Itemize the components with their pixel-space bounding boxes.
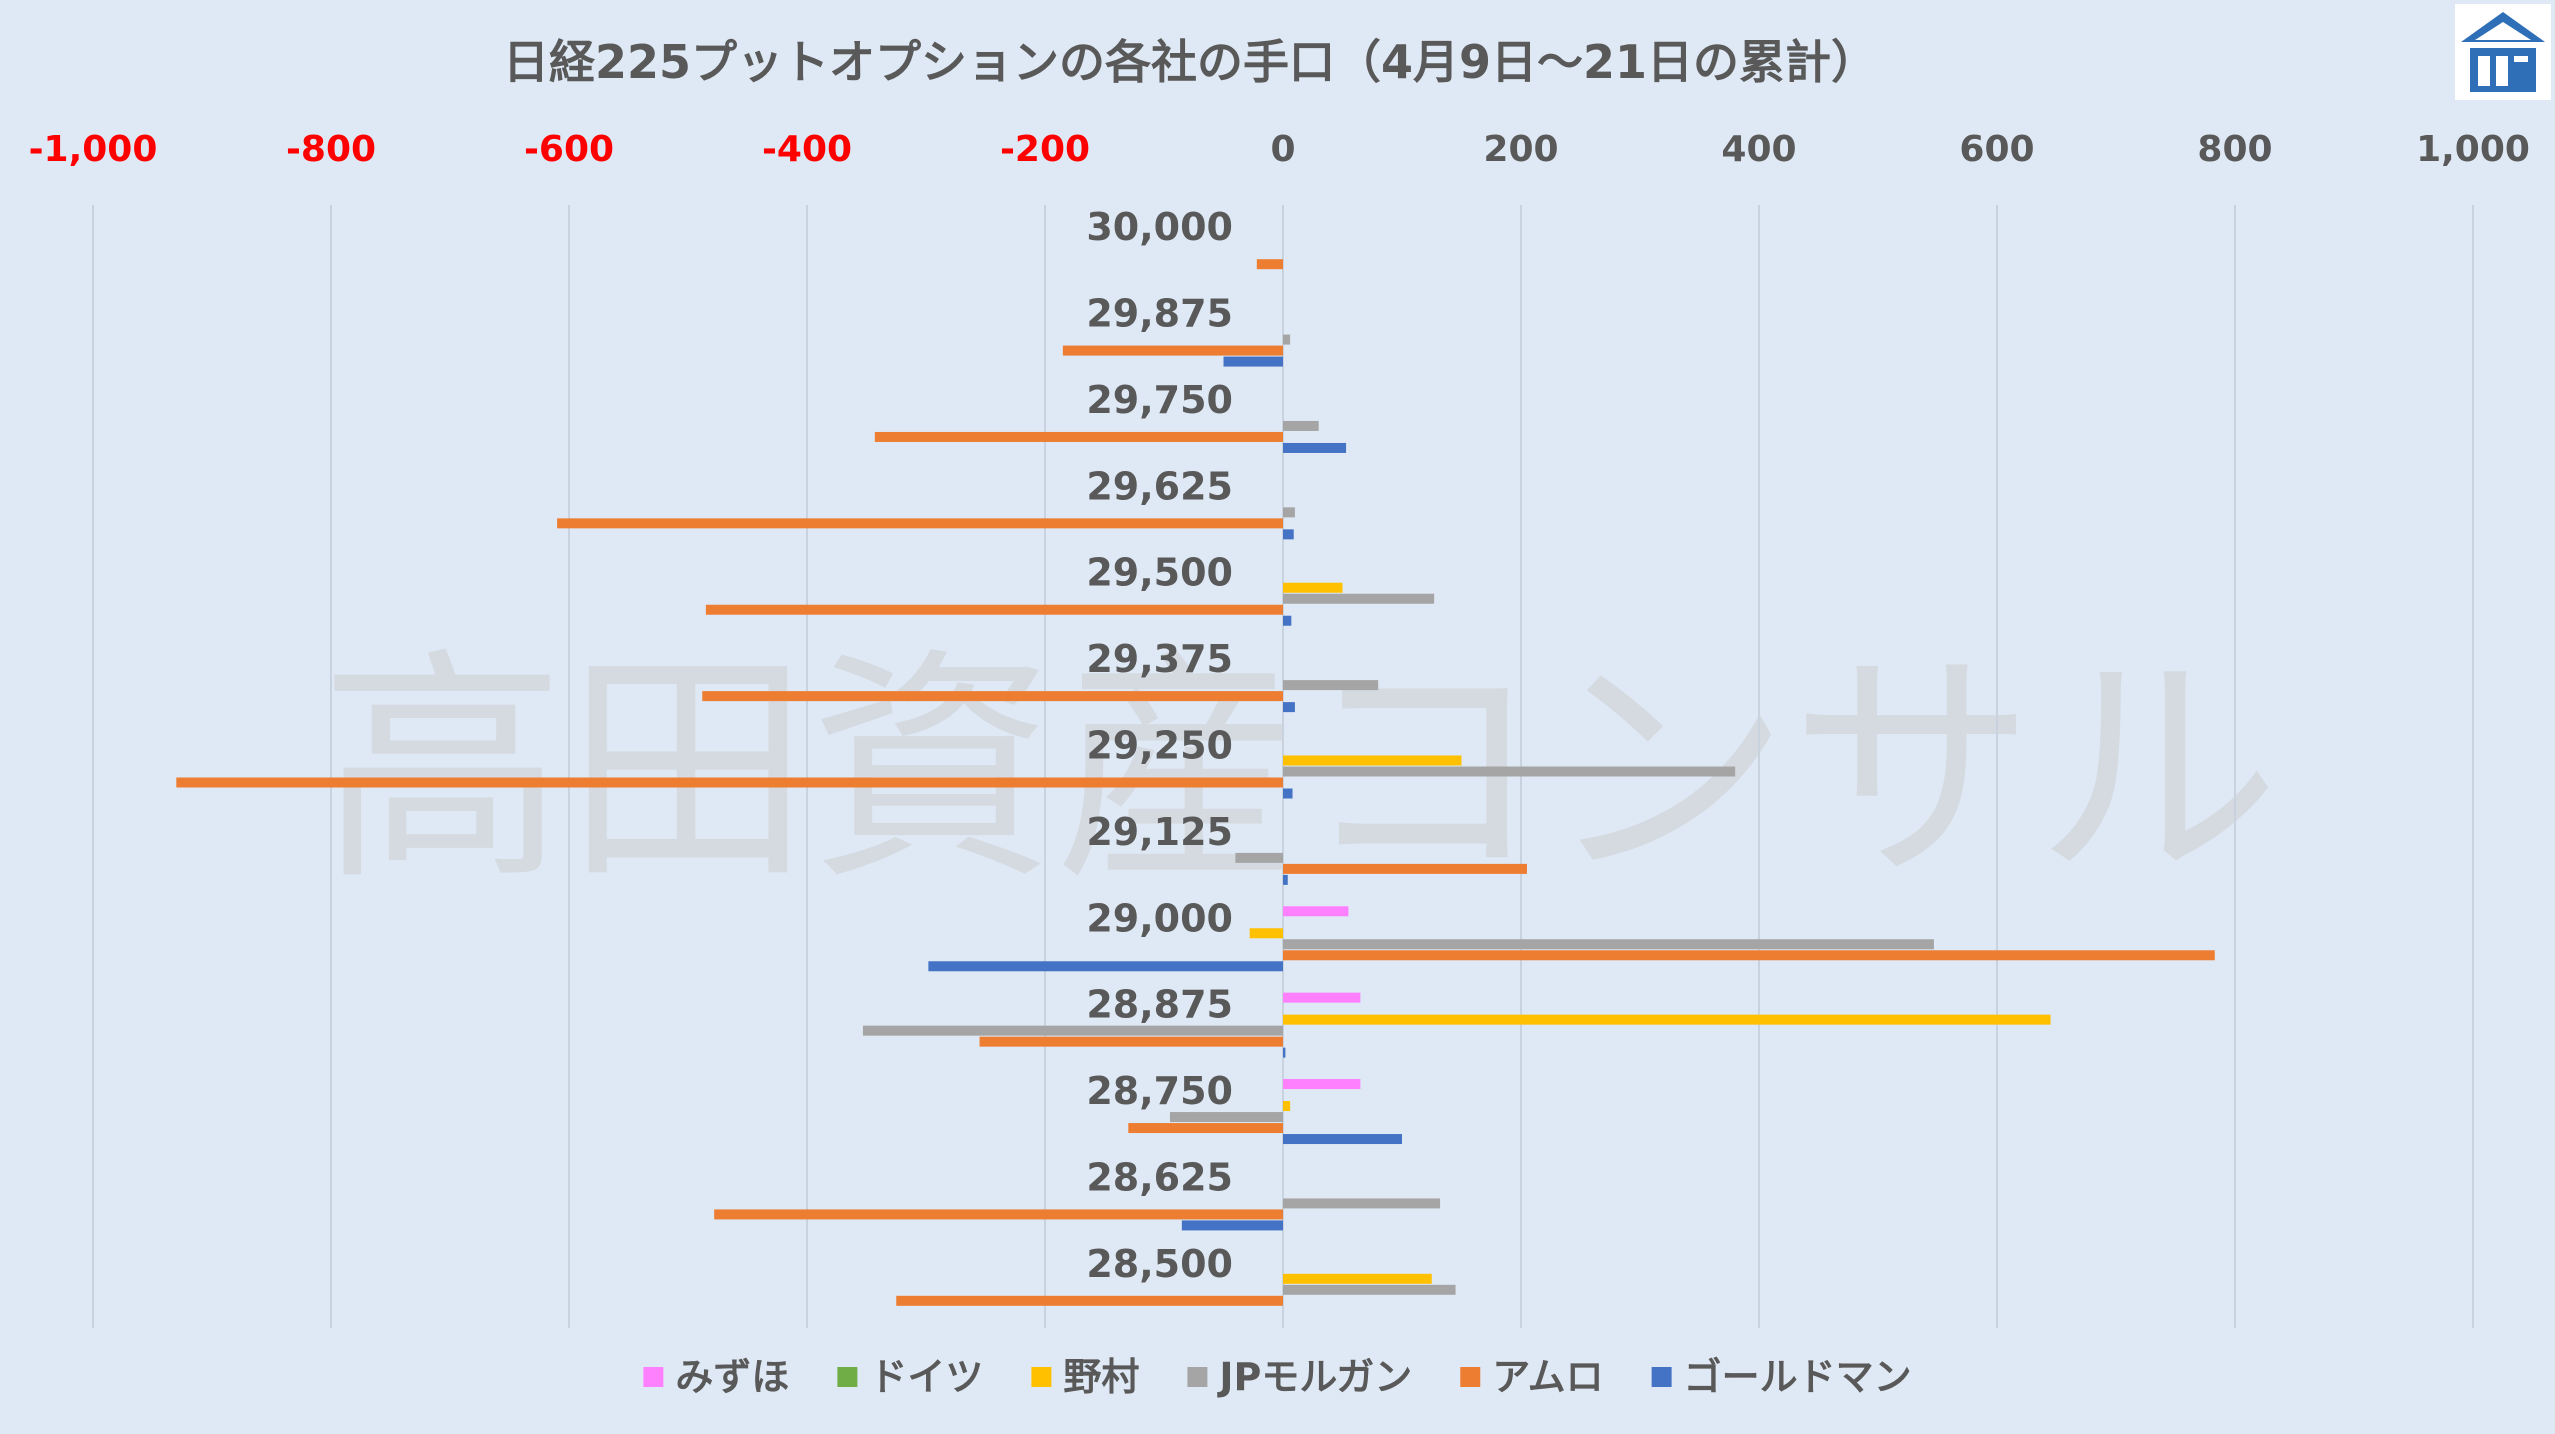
bar-アムロ-28,875 [979, 1036, 1283, 1047]
bar-野村-28,750 [1283, 1101, 1291, 1112]
bar-アムロ-29,500 [705, 604, 1283, 615]
bar-アムロ-30,000 [1256, 259, 1283, 270]
bar-ゴールドマン-29,250 [1283, 788, 1293, 799]
bar-野村-28,500 [1283, 1273, 1432, 1284]
bar-ゴールドマン-29,750 [1283, 442, 1347, 453]
x-tick-label: -800 [286, 129, 376, 170]
bar-ゴールドマン-28,750 [1283, 1134, 1402, 1145]
category-label: 29,750 [1086, 378, 1233, 422]
x-tick-label: 1,000 [2416, 129, 2530, 170]
x-tick-label: -1,000 [29, 129, 158, 170]
bar-ゴールドマン-29,375 [1283, 702, 1295, 713]
category-label: 30,000 [1086, 205, 1233, 249]
category-label: 29,875 [1086, 292, 1233, 336]
bar-ゴールドマン-29,875 [1223, 356, 1283, 367]
x-axis-ticks: -1,000 -800 -600 -400 -200 0 200 400 600 800 1,000 [29, 129, 2530, 170]
legend-swatch [1460, 1367, 1481, 1387]
bar-アムロ-29,125 [1283, 863, 1527, 874]
category-labels: 30,000 29,875 29,750 29,625 29,500 29,375 29,2… [1086, 205, 1233, 1286]
bar-ゴールドマン-28,875 [1283, 1047, 1286, 1058]
category-label: 29,000 [1086, 896, 1233, 940]
legend-swatch [1187, 1367, 1208, 1387]
chart-title: 日経225プットオプションの各社の手口（4月9日～21日の累計） [503, 35, 1877, 89]
bar-野村-29,000 [1249, 928, 1283, 939]
bar-ゴールドマン-29,125 [1283, 874, 1288, 885]
category-label: 29,250 [1086, 724, 1233, 768]
bar-みずほ-28,875 [1283, 992, 1361, 1003]
legend-item-2: 野村 [1031, 1355, 1139, 1399]
category-label: 29,375 [1086, 637, 1233, 681]
category-label: 28,500 [1086, 1242, 1233, 1286]
bar-JPモルガン-28,750 [1169, 1112, 1283, 1123]
category-label: 28,750 [1086, 1069, 1233, 1113]
legend-item-1: ドイツ [837, 1355, 983, 1399]
legend-label: みずほ [675, 1355, 789, 1399]
bar-ゴールドマン-29,000 [928, 961, 1283, 972]
x-tick-label: -200 [1000, 129, 1090, 170]
bar-ゴールドマン-29,625 [1283, 529, 1294, 540]
bar-JPモルガン-28,875 [862, 1025, 1283, 1036]
bar-アムロ-29,250 [176, 777, 1283, 788]
bar-JPモルガン-29,750 [1283, 420, 1319, 431]
legend-item-0: みずほ [643, 1355, 789, 1399]
bar-アムロ-28,750 [1128, 1123, 1283, 1134]
bar-JPモルガン-29,250 [1283, 766, 1736, 777]
bar-アムロ-29,000 [1283, 950, 2215, 961]
legend-label: アムロ [1492, 1355, 1603, 1399]
legend-swatch [1031, 1367, 1052, 1387]
x-tick-label: 200 [1483, 129, 1558, 170]
bar-JPモルガン-28,500 [1283, 1284, 1456, 1295]
bar-アムロ-28,625 [714, 1209, 1283, 1220]
bar-JPモルガン-29,625 [1283, 507, 1295, 518]
bar-アムロ-29,875 [1062, 345, 1283, 356]
legend-item-3: JPモルガン [1187, 1355, 1412, 1399]
bars [176, 259, 2215, 1306]
bar-野村-29,250 [1283, 755, 1462, 766]
legend: みずほ ドイツ 野村 JPモルガン アムロ ゴールドマン [643, 1355, 1912, 1399]
bar-JPモルガン-29,875 [1283, 334, 1291, 345]
bar-野村-28,875 [1283, 1014, 2051, 1025]
legend-label: 野村 [1063, 1355, 1139, 1399]
x-tick-label: -400 [762, 129, 852, 170]
bar-アムロ-29,375 [702, 691, 1283, 702]
legend-item-4: アムロ [1460, 1355, 1604, 1399]
bar-野村-29,500 [1283, 582, 1343, 593]
bar-ゴールドマン-28,625 [1181, 1220, 1283, 1231]
legend-swatch [643, 1367, 664, 1387]
legend-label: ドイツ [869, 1355, 983, 1399]
bar-アムロ-28,500 [896, 1295, 1283, 1306]
legend-label: ゴールドマン [1684, 1355, 1912, 1399]
x-tick-label: -600 [524, 129, 614, 170]
x-tick-label: 400 [1721, 129, 1796, 170]
x-tick-label: 800 [2197, 129, 2272, 170]
legend-label: JPモルガン [1216, 1355, 1412, 1399]
bar-JPモルガン-29,375 [1283, 680, 1379, 691]
category-label: 29,500 [1086, 551, 1233, 595]
bar-みずほ-29,000 [1283, 906, 1349, 917]
legend-swatch [837, 1367, 858, 1387]
bar-みずほ-28,750 [1283, 1079, 1361, 1090]
bar-アムロ-29,750 [874, 431, 1283, 442]
legend-item-5: ゴールドマン [1651, 1355, 1912, 1399]
x-tick-label: 0 [1270, 129, 1295, 170]
category-label: 29,625 [1086, 464, 1233, 508]
x-tick-label: 600 [1959, 129, 2034, 170]
category-label: 28,625 [1086, 1155, 1233, 1199]
house-logo-icon [2455, 4, 2551, 100]
bar-アムロ-29,625 [557, 518, 1283, 529]
category-label: 29,125 [1086, 810, 1233, 854]
bar-JPモルガン-29,125 [1235, 852, 1283, 863]
bar-JPモルガン-29,500 [1283, 593, 1435, 604]
bar-JPモルガン-28,625 [1283, 1198, 1441, 1209]
legend-swatch [1651, 1367, 1672, 1387]
bar-JPモルガン-29,000 [1283, 939, 1934, 950]
bar-ゴールドマン-29,500 [1283, 615, 1292, 626]
category-label: 28,875 [1086, 983, 1233, 1027]
